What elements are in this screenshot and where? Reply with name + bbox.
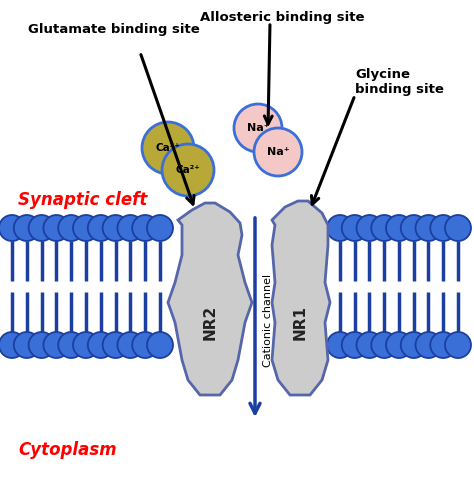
- Circle shape: [102, 215, 128, 241]
- Circle shape: [118, 332, 144, 358]
- Circle shape: [44, 332, 69, 358]
- Circle shape: [416, 215, 441, 241]
- Text: Na⁺: Na⁺: [267, 147, 289, 157]
- Circle shape: [327, 215, 353, 241]
- Circle shape: [430, 332, 456, 358]
- Circle shape: [445, 215, 471, 241]
- Circle shape: [401, 215, 427, 241]
- Text: Allosteric binding site: Allosteric binding site: [200, 11, 365, 24]
- Circle shape: [142, 122, 194, 174]
- Circle shape: [44, 215, 69, 241]
- Circle shape: [371, 215, 397, 241]
- Circle shape: [0, 215, 25, 241]
- Circle shape: [88, 332, 114, 358]
- Circle shape: [14, 215, 40, 241]
- Circle shape: [58, 215, 84, 241]
- Circle shape: [58, 332, 84, 358]
- Text: Cytoplasm: Cytoplasm: [18, 441, 117, 459]
- Circle shape: [386, 215, 412, 241]
- Text: NR2: NR2: [202, 305, 218, 340]
- Circle shape: [88, 215, 114, 241]
- Circle shape: [445, 332, 471, 358]
- Circle shape: [401, 332, 427, 358]
- Circle shape: [416, 332, 441, 358]
- Text: Cationic channel: Cationic channel: [263, 273, 273, 367]
- Polygon shape: [272, 201, 330, 395]
- Circle shape: [430, 215, 456, 241]
- Circle shape: [162, 144, 214, 196]
- Text: Glutamate binding site: Glutamate binding site: [28, 24, 200, 36]
- Text: NR1: NR1: [292, 305, 308, 340]
- Circle shape: [102, 332, 128, 358]
- Circle shape: [73, 215, 99, 241]
- Circle shape: [342, 215, 368, 241]
- Text: Na⁺: Na⁺: [246, 123, 269, 133]
- Circle shape: [371, 332, 397, 358]
- Circle shape: [73, 332, 99, 358]
- Circle shape: [327, 332, 353, 358]
- Circle shape: [254, 128, 302, 176]
- Circle shape: [118, 215, 144, 241]
- Circle shape: [132, 332, 158, 358]
- Circle shape: [147, 215, 173, 241]
- Text: Ca²⁺: Ca²⁺: [176, 165, 201, 175]
- Polygon shape: [168, 203, 252, 395]
- Circle shape: [386, 332, 412, 358]
- Text: Glycine
binding site: Glycine binding site: [355, 68, 444, 96]
- Circle shape: [132, 215, 158, 241]
- Circle shape: [147, 332, 173, 358]
- Circle shape: [356, 332, 383, 358]
- Circle shape: [356, 215, 383, 241]
- Text: Ca²⁺: Ca²⁺: [155, 143, 181, 153]
- Circle shape: [28, 332, 55, 358]
- Circle shape: [234, 104, 282, 152]
- Circle shape: [14, 332, 40, 358]
- Circle shape: [0, 332, 25, 358]
- Circle shape: [342, 332, 368, 358]
- Circle shape: [28, 215, 55, 241]
- Text: Synaptic cleft: Synaptic cleft: [18, 191, 147, 209]
